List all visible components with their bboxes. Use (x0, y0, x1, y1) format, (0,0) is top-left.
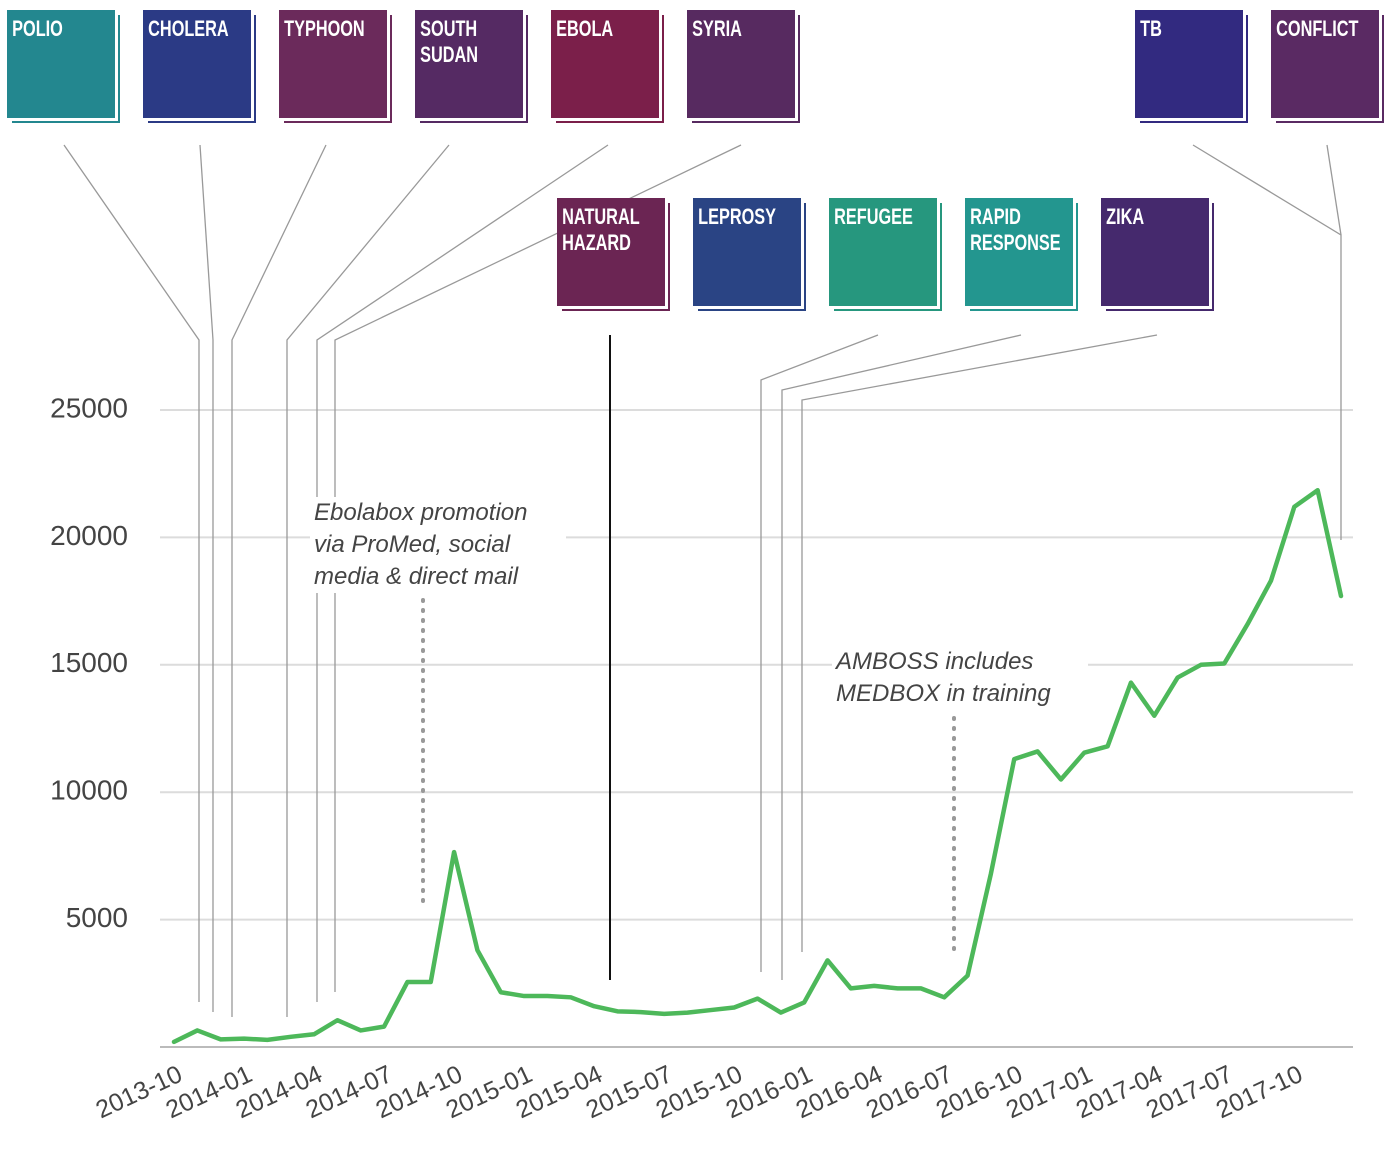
y-tick-label: 25000 (50, 392, 128, 423)
event-box: CONFLICT (1271, 10, 1379, 118)
event-box: CHOLERA (143, 10, 251, 118)
event-label: CONFLICT (1276, 16, 1359, 41)
event-label: TB (1140, 16, 1162, 41)
event-label: EBOLA (556, 16, 614, 41)
event-connector (63, 144, 200, 1002)
event-connector (1192, 144, 1342, 540)
event-connector (801, 334, 1158, 952)
event-label: RAPID RESPONSE (970, 204, 1061, 255)
data-line (171, 488, 1344, 1045)
event-label: NATURAL HAZARD (562, 204, 640, 255)
event-connector (286, 144, 450, 1017)
y-tick-label: 5000 (66, 902, 128, 933)
event-label: CHOLERA (148, 16, 229, 41)
event-box: NATURAL HAZARD (557, 198, 665, 306)
event-connector (231, 144, 327, 1017)
event-connector (199, 144, 214, 1012)
y-tick-label: 20000 (50, 520, 128, 551)
event-box: REFUGEE (829, 198, 937, 306)
event-box: TB (1135, 10, 1243, 118)
event-connector (1326, 144, 1342, 236)
event-box: ZIKA (1101, 198, 1209, 306)
event-box: EBOLA (551, 10, 659, 118)
event-box: SOUTH SUDAN (415, 10, 523, 118)
y-tick-label: 15000 (50, 647, 128, 678)
annotation: Ebolabox promotion via ProMed, social me… (310, 497, 566, 593)
event-box: RAPID RESPONSE (965, 198, 1073, 306)
event-box: TYPHOON (279, 10, 387, 118)
event-label: SOUTH SUDAN (420, 16, 479, 67)
event-label: ZIKA (1106, 204, 1145, 229)
event-connector (316, 144, 609, 1002)
event-label: REFUGEE (834, 204, 913, 229)
event-label: POLIO (12, 16, 63, 41)
event-label: LEPROSY (698, 204, 776, 229)
event-box: SYRIA (687, 10, 795, 118)
annotation: AMBOSS includes MEDBOX in training (832, 646, 1088, 710)
event-connector (760, 334, 879, 972)
event-box: POLIO (7, 10, 115, 118)
event-label: TYPHOON (284, 16, 365, 41)
y-tick-label: 10000 (50, 775, 128, 806)
event-box: LEPROSY (693, 198, 801, 306)
event-connector (781, 334, 1022, 980)
event-label: SYRIA (692, 16, 742, 41)
